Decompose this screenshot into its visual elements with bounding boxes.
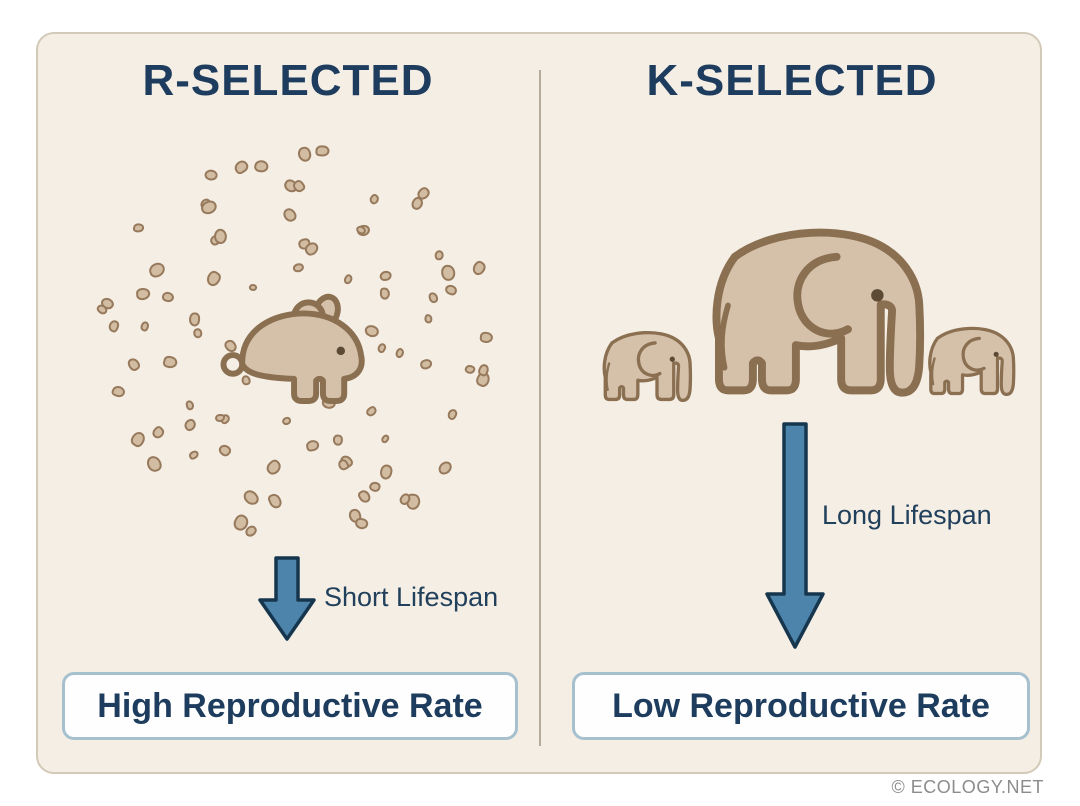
offspring-blob	[184, 399, 195, 411]
down-arrow-icon	[258, 556, 316, 641]
offspring-blob	[146, 260, 167, 280]
offspring-blob	[193, 327, 204, 339]
offspring-blob	[203, 168, 219, 183]
offspring-blob	[216, 441, 234, 458]
offspring-blob	[253, 159, 270, 174]
offspring-blob	[132, 222, 145, 234]
offspring-blob	[110, 384, 127, 400]
offspring-blob	[267, 491, 285, 510]
offspring-blob	[440, 263, 456, 282]
offspring-blob	[435, 459, 454, 477]
offspring-blob	[393, 346, 406, 360]
offspring-blob	[446, 407, 460, 422]
offspring-blob	[293, 262, 304, 272]
offspring-blob	[470, 259, 489, 278]
offspring-blob	[378, 463, 395, 481]
r-selected-title: R-SELECTED	[142, 56, 434, 105]
offspring-blob	[280, 205, 299, 224]
offspring-blob	[280, 416, 292, 426]
high-reproductive-rate-text: High Reproductive Rate	[97, 686, 483, 725]
offspring-blob	[379, 270, 393, 281]
offspring-blob	[161, 290, 176, 304]
offspring-blob	[367, 192, 381, 206]
offspring-blob	[188, 312, 202, 328]
mouse-icon	[220, 293, 365, 404]
offspring-blob	[479, 330, 494, 344]
offspring-blob	[144, 453, 163, 474]
offspring-blob	[332, 433, 343, 446]
offspring-blob	[367, 480, 382, 494]
offspring-blob	[135, 287, 151, 301]
offspring-blob	[444, 283, 459, 297]
offspring-blob	[240, 487, 262, 509]
column-divider	[539, 70, 541, 746]
offspring-blob	[187, 449, 201, 462]
high-reproductive-rate-box: High Reproductive Rate	[62, 672, 518, 740]
offspring-blob	[427, 290, 440, 304]
elephant-icon	[678, 198, 950, 413]
long-lifespan-label: Long Lifespan	[822, 500, 992, 530]
offspring-blob	[305, 438, 321, 453]
baby-elephant-icon	[914, 314, 1026, 403]
offspring-blob	[129, 429, 148, 450]
low-reproductive-rate-box: Low Reproductive Rate	[572, 672, 1030, 740]
down-arrow-icon	[765, 422, 825, 649]
offspring-blob	[315, 144, 330, 158]
offspring-blob	[463, 363, 477, 376]
k-selected-title: K-SELECTED	[646, 56, 938, 105]
offspring-blob	[296, 145, 313, 163]
credit-text: © ECOLOGY.NET	[891, 777, 1044, 797]
low-reproductive-rate-text: Low Reproductive Rate	[612, 686, 990, 725]
offspring-blob	[263, 457, 284, 478]
offspring-blob	[149, 423, 167, 441]
offspring-blob	[161, 354, 179, 370]
offspring-blob	[212, 227, 229, 245]
offspring-blob	[353, 516, 369, 531]
offspring-blob	[424, 313, 434, 324]
offspring-blob	[106, 318, 121, 334]
offspring-blob	[419, 357, 433, 371]
offspring-blob	[434, 250, 444, 261]
offspring-blob	[139, 319, 151, 332]
short-lifespan-label: Short Lifespan	[324, 582, 499, 612]
offspring-blob	[181, 416, 199, 433]
offspring-blob	[125, 356, 143, 374]
offspring-blob	[231, 158, 250, 177]
offspring-blob	[379, 432, 391, 444]
